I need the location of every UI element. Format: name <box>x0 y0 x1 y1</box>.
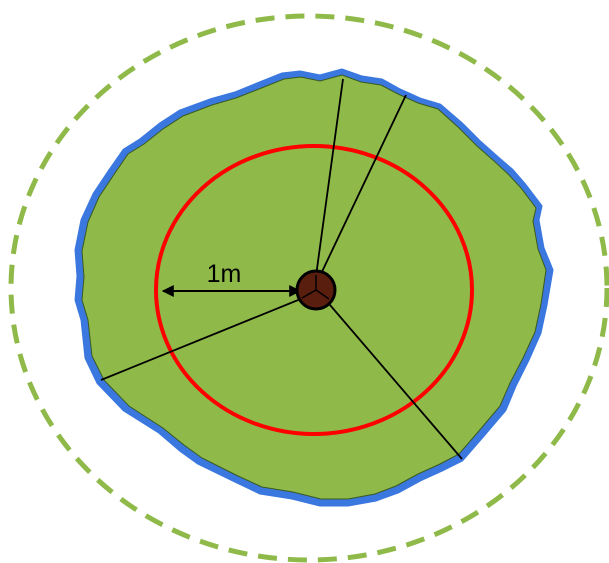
radial-line-south-east <box>323 297 463 460</box>
radial-line-north <box>315 78 344 277</box>
radial-line-west <box>100 295 309 381</box>
radius-label: 1m <box>207 260 242 288</box>
trunk-line-right <box>315 289 330 300</box>
radius-ring <box>154 144 474 436</box>
tree-trunk <box>295 269 337 311</box>
trunk-line-left <box>301 289 317 299</box>
outer-dashed-boundary <box>8 13 609 563</box>
radial-lines <box>100 78 463 460</box>
radial-line-north-east <box>318 94 407 279</box>
